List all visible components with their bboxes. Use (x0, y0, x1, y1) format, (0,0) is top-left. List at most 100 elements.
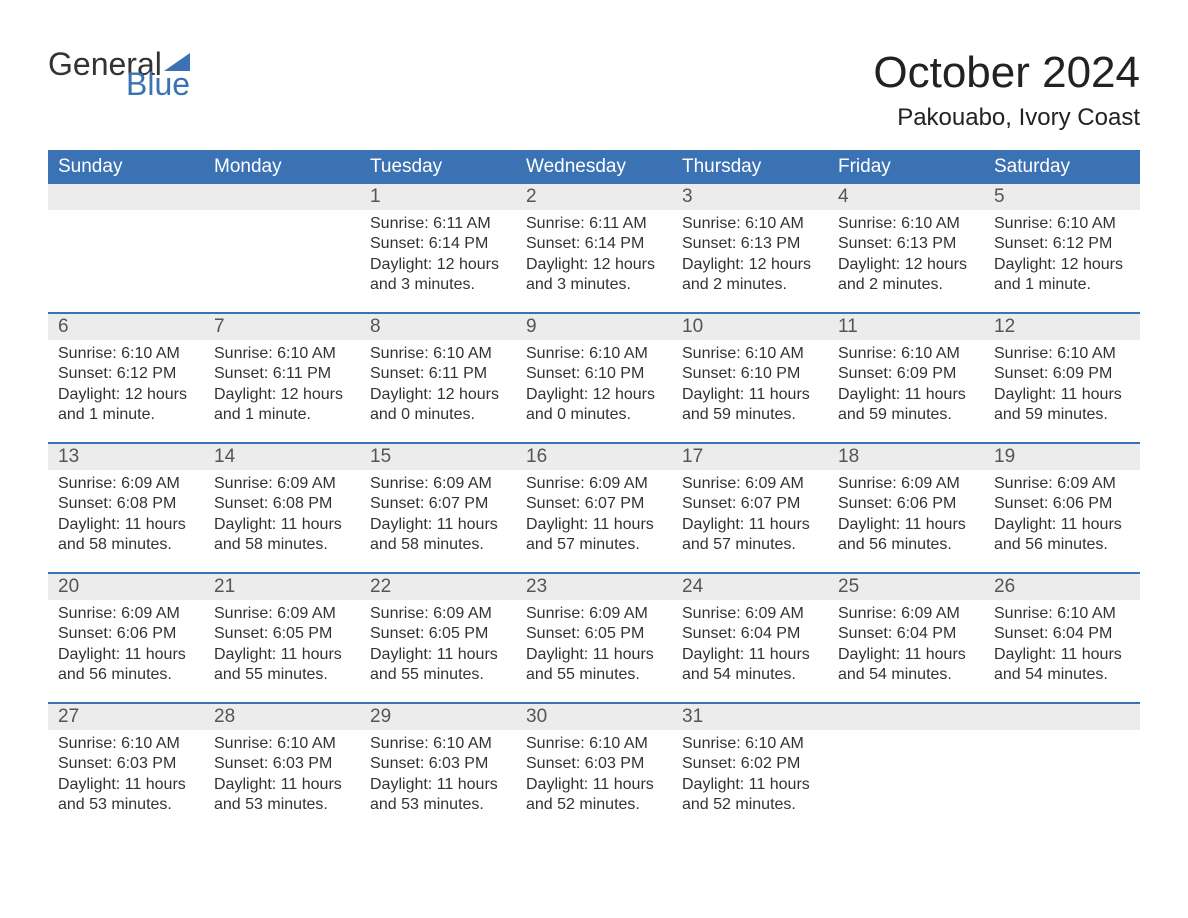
sunrise-line: Sunrise: 6:10 AM (214, 344, 350, 364)
calendar-day-cell: 12Sunrise: 6:10 AMSunset: 6:09 PMDayligh… (984, 314, 1140, 442)
daylight-line: Daylight: 11 hours and 54 minutes. (682, 645, 818, 686)
day-body: Sunrise: 6:09 AMSunset: 6:06 PMDaylight:… (984, 474, 1140, 556)
day-body: Sunrise: 6:09 AMSunset: 6:08 PMDaylight:… (48, 474, 204, 556)
calendar-day-cell: 24Sunrise: 6:09 AMSunset: 6:04 PMDayligh… (672, 574, 828, 702)
sunset-line: Sunset: 6:05 PM (214, 624, 350, 644)
sunrise-line: Sunrise: 6:10 AM (526, 344, 662, 364)
calendar-day-cell: 20Sunrise: 6:09 AMSunset: 6:06 PMDayligh… (48, 574, 204, 702)
day-body: Sunrise: 6:09 AMSunset: 6:06 PMDaylight:… (828, 474, 984, 556)
calendar-day-cell: 13Sunrise: 6:09 AMSunset: 6:08 PMDayligh… (48, 444, 204, 572)
sunset-line: Sunset: 6:07 PM (682, 494, 818, 514)
daylight-line: Daylight: 11 hours and 56 minutes. (994, 515, 1130, 556)
daylight-line: Daylight: 12 hours and 3 minutes. (370, 255, 506, 296)
sunrise-line: Sunrise: 6:10 AM (526, 734, 662, 754)
daylight-line: Daylight: 12 hours and 1 minute. (214, 385, 350, 426)
calendar-header-cell: Wednesday (516, 150, 672, 184)
daylight-line: Daylight: 11 hours and 56 minutes. (58, 645, 194, 686)
day-number: 28 (204, 704, 360, 730)
calendar-day-cell: 14 Sunrise: 6:09 AMSunset: 6:08 PMDayligh… (204, 444, 360, 572)
calendar-day-cell: 9Sunrise: 6:10 AMSunset: 6:10 PMDaylight… (516, 314, 672, 442)
sunset-line: Sunset: 6:06 PM (994, 494, 1130, 514)
calendar-day-cell: 25Sunrise: 6:09 AMSunset: 6:04 PMDayligh… (828, 574, 984, 702)
daylight-line: Daylight: 12 hours and 0 minutes. (526, 385, 662, 426)
sunset-line: Sunset: 6:08 PM (214, 494, 350, 514)
day-number: 7 (204, 314, 360, 340)
day-number: 15 (360, 444, 516, 470)
calendar-weeks: 1Sunrise: 6:11 AMSunset: 6:14 PMDaylight… (48, 184, 1140, 832)
sunset-line: Sunset: 6:05 PM (370, 624, 506, 644)
day-number (48, 184, 204, 210)
calendar-week: 1Sunrise: 6:11 AMSunset: 6:14 PMDaylight… (48, 184, 1140, 312)
day-body: Sunrise: 6:10 AMSunset: 6:04 PMDaylight:… (984, 604, 1140, 686)
sunrise-line: Sunrise: 6:10 AM (58, 734, 194, 754)
calendar-day-cell (204, 184, 360, 312)
daylight-line: Daylight: 11 hours and 56 minutes. (838, 515, 974, 556)
day-body: Sunrise: 6:09 AMSunset: 6:07 PMDaylight:… (516, 474, 672, 556)
sunset-line: Sunset: 6:14 PM (370, 234, 506, 254)
day-number: 3 (672, 184, 828, 210)
calendar-day-cell: 31Sunrise: 6:10 AMSunset: 6:02 PMDayligh… (672, 704, 828, 832)
day-body: Sunrise: 6:10 AMSunset: 6:13 PMDaylight:… (828, 214, 984, 296)
day-body: Sunrise: 6:11 AMSunset: 6:14 PMDaylight:… (516, 214, 672, 296)
calendar-day-cell: 3 Sunrise: 6:10 AMSunset: 6:13 PMDaylight… (672, 184, 828, 312)
calendar-day-cell: 7 Sunrise: 6:10 AMSunset: 6:11 PMDaylight… (204, 314, 360, 442)
daylight-line: Daylight: 11 hours and 59 minutes. (682, 385, 818, 426)
day-number: 14 (204, 444, 360, 470)
daylight-line: Daylight: 12 hours and 1 minute. (58, 385, 194, 426)
daylight-line: Daylight: 12 hours and 3 minutes. (526, 255, 662, 296)
sunset-line: Sunset: 6:03 PM (526, 754, 662, 774)
sunset-line: Sunset: 6:02 PM (682, 754, 818, 774)
calendar-day-cell (828, 704, 984, 832)
sunrise-line: Sunrise: 6:10 AM (838, 344, 974, 364)
calendar-day-cell: 10Sunrise: 6:10 AMSunset: 6:10 PMDayligh… (672, 314, 828, 442)
logo: General Blue (48, 48, 190, 100)
day-body: Sunrise: 6:09 AMSunset: 6:08 PMDaylight:… (204, 474, 360, 556)
day-number: 29 (360, 704, 516, 730)
calendar-day-cell: 22Sunrise: 6:09 AMSunset: 6:05 PMDayligh… (360, 574, 516, 702)
day-body: Sunrise: 6:09 AMSunset: 6:07 PMDaylight:… (672, 474, 828, 556)
sunset-line: Sunset: 6:03 PM (214, 754, 350, 774)
day-number (828, 704, 984, 730)
day-number (204, 184, 360, 210)
sunrise-line: Sunrise: 6:10 AM (682, 214, 818, 234)
sunrise-line: Sunrise: 6:09 AM (526, 604, 662, 624)
day-number: 23 (516, 574, 672, 600)
calendar-header-cell: Saturday (984, 150, 1140, 184)
daylight-line: Daylight: 12 hours and 1 minute. (994, 255, 1130, 296)
day-number: 16 (516, 444, 672, 470)
calendar-day-cell: 5Sunrise: 6:10 AMSunset: 6:12 PMDaylight… (984, 184, 1140, 312)
daylight-line: Daylight: 11 hours and 54 minutes. (838, 645, 974, 686)
calendar-day-cell: 1Sunrise: 6:11 AMSunset: 6:14 PMDaylight… (360, 184, 516, 312)
sunrise-line: Sunrise: 6:09 AM (994, 474, 1130, 494)
daylight-line: Daylight: 11 hours and 57 minutes. (682, 515, 818, 556)
day-body: Sunrise: 6:09 AMSunset: 6:05 PMDaylight:… (204, 604, 360, 686)
day-number: 8 (360, 314, 516, 340)
sunset-line: Sunset: 6:07 PM (526, 494, 662, 514)
day-number: 30 (516, 704, 672, 730)
day-body: Sunrise: 6:11 AMSunset: 6:14 PMDaylight:… (360, 214, 516, 296)
sunrise-line: Sunrise: 6:10 AM (682, 734, 818, 754)
calendar-day-cell: 29 Sunrise: 6:10 AMSunset: 6:03 PMDayligh… (360, 704, 516, 832)
day-body: Sunrise: 6:10 AMSunset: 6:03 PMDaylight:… (204, 734, 360, 816)
sunset-line: Sunset: 6:11 PM (214, 364, 350, 384)
calendar-day-cell: 2Sunrise: 6:11 AMSunset: 6:14 PMDaylight… (516, 184, 672, 312)
sunset-line: Sunset: 6:14 PM (526, 234, 662, 254)
calendar: SundayMondayTuesdayWednesdayThursdayFrid… (48, 150, 1140, 832)
sunrise-line: Sunrise: 6:09 AM (838, 474, 974, 494)
day-body: Sunrise: 6:09 AMSunset: 6:07 PMDaylight:… (360, 474, 516, 556)
day-body: Sunrise: 6:10 AMSunset: 6:13 PMDaylight:… (672, 214, 828, 296)
day-body: Sunrise: 6:10 AMSunset: 6:12 PMDaylight:… (48, 344, 204, 426)
daylight-line: Daylight: 11 hours and 54 minutes. (994, 645, 1130, 686)
day-body: Sunrise: 6:10 AMSunset: 6:11 PMDaylight:… (204, 344, 360, 426)
day-number: 31 (672, 704, 828, 730)
daylight-line: Daylight: 11 hours and 55 minutes. (214, 645, 350, 686)
day-body: Sunrise: 6:09 AMSunset: 6:05 PMDaylight:… (516, 604, 672, 686)
calendar-header-row: SundayMondayTuesdayWednesdayThursdayFrid… (48, 150, 1140, 184)
day-body: Sunrise: 6:09 AMSunset: 6:04 PMDaylight:… (672, 604, 828, 686)
calendar-day-cell: 26Sunrise: 6:10 AMSunset: 6:04 PMDayligh… (984, 574, 1140, 702)
day-number: 22 (360, 574, 516, 600)
calendar-day-cell: 19Sunrise: 6:09 AMSunset: 6:06 PMDayligh… (984, 444, 1140, 572)
sunrise-line: Sunrise: 6:10 AM (994, 214, 1130, 234)
sunset-line: Sunset: 6:13 PM (682, 234, 818, 254)
day-body: Sunrise: 6:10 AMSunset: 6:03 PMDaylight:… (360, 734, 516, 816)
